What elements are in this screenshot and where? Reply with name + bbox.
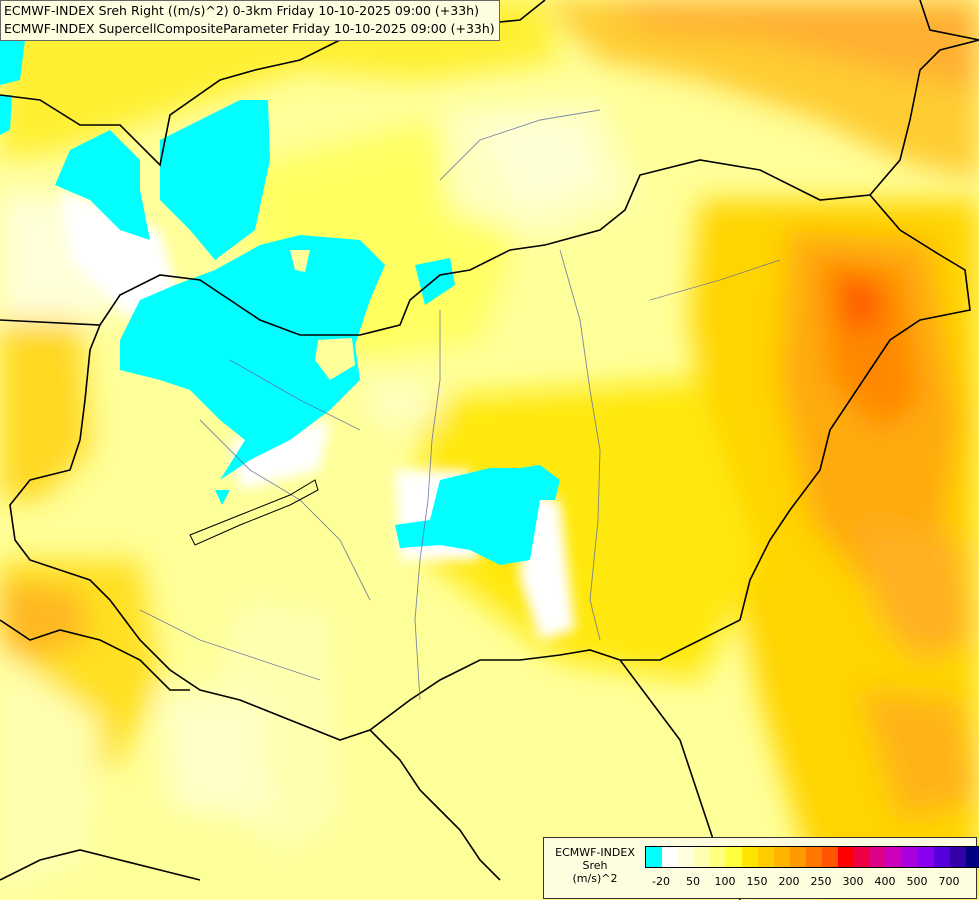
legend-tick-label: 700 (938, 875, 960, 888)
legend-swatch (646, 847, 662, 867)
legend-swatch (774, 847, 790, 867)
legend-swatch (966, 847, 979, 867)
legend-swatch (838, 847, 854, 867)
legend-color-scale (645, 846, 979, 868)
legend-tick-label: 400 (874, 875, 896, 888)
legend-tick-label: 200 (778, 875, 800, 888)
legend-tick-label: 500 (906, 875, 928, 888)
legend-swatch (854, 847, 870, 867)
legend-tick-label: 150 (746, 875, 768, 888)
legend-tick-label: 300 (842, 875, 864, 888)
legend-tick-label: 50 (686, 875, 700, 888)
legend-swatch (710, 847, 726, 867)
legend-swatch (934, 847, 950, 867)
legend-title: ECMWF-INDEX Sreh (m/s)^2 (548, 846, 642, 885)
legend-swatch (806, 847, 822, 867)
legend-variable: Sreh (582, 859, 608, 872)
legend-swatch (790, 847, 806, 867)
legend-swatch (694, 847, 710, 867)
header-line-scp: ECMWF-INDEX SupercellCompositeParameter … (4, 21, 495, 36)
legend-tick-label: -20 (652, 875, 670, 888)
legend-swatch (950, 847, 966, 867)
legend-tick-label: 100 (714, 875, 736, 888)
legend-swatch (678, 847, 694, 867)
legend-unit: (m/s)^2 (572, 872, 618, 885)
legend-swatch (918, 847, 934, 867)
legend-source: ECMWF-INDEX (555, 846, 635, 859)
legend-swatch (726, 847, 742, 867)
legend-swatch (886, 847, 902, 867)
cyan-patches (0, 40, 560, 565)
legend-swatch (822, 847, 838, 867)
map-header: ECMWF-INDEX Sreh Right ((m/s)^2) 0-3km F… (0, 0, 500, 41)
legend-swatch (758, 847, 774, 867)
header-line-sreh: ECMWF-INDEX Sreh Right ((m/s)^2) 0-3km F… (4, 3, 479, 18)
lake-balaton (189, 479, 319, 546)
legend-tick-label: 250 (810, 875, 832, 888)
legend-swatch (742, 847, 758, 867)
legend-swatch (902, 847, 918, 867)
legend-swatch (662, 847, 678, 867)
legend-swatch (870, 847, 886, 867)
legend: ECMWF-INDEX Sreh (m/s)^2 -20 50 100 150 200 2… (543, 837, 979, 899)
